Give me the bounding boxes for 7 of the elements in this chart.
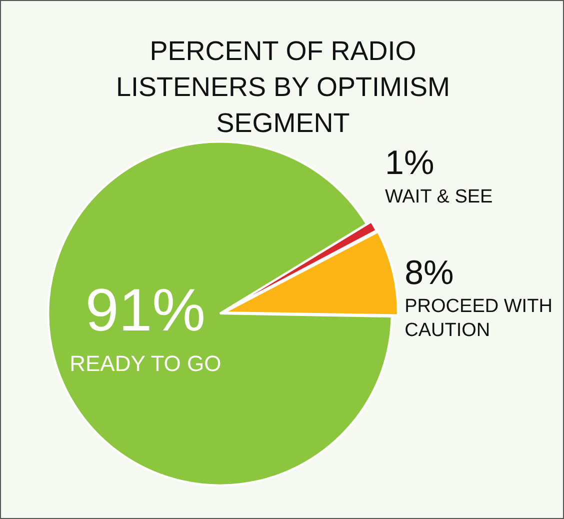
data-label: 1%: [385, 144, 434, 182]
chart-title: PERCENT OF RADIO LISTENERS BY OPTIMISM SEGMENT: [116, 36, 450, 138]
slice-label: READY TO GO: [70, 350, 222, 376]
slice-label: PROCEED WITH CAUTION: [404, 296, 552, 342]
data-label: 91%: [85, 276, 206, 344]
slice-label: WAIT & SEE: [385, 186, 493, 208]
data-label: 8%: [404, 254, 454, 292]
